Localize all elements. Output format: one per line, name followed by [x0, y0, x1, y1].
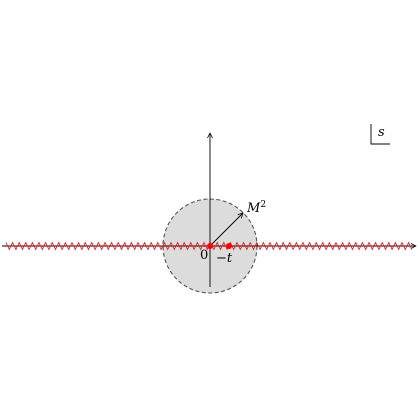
radius-label: M2 — [246, 200, 266, 216]
minus-t-point — [226, 243, 232, 249]
radius-label-exponent: 2 — [260, 200, 266, 210]
plane-label: s — [378, 125, 385, 140]
radius-label-base: M — [246, 201, 261, 216]
origin-label: 0 — [200, 248, 208, 263]
minus-t-label: −t — [216, 251, 233, 266]
